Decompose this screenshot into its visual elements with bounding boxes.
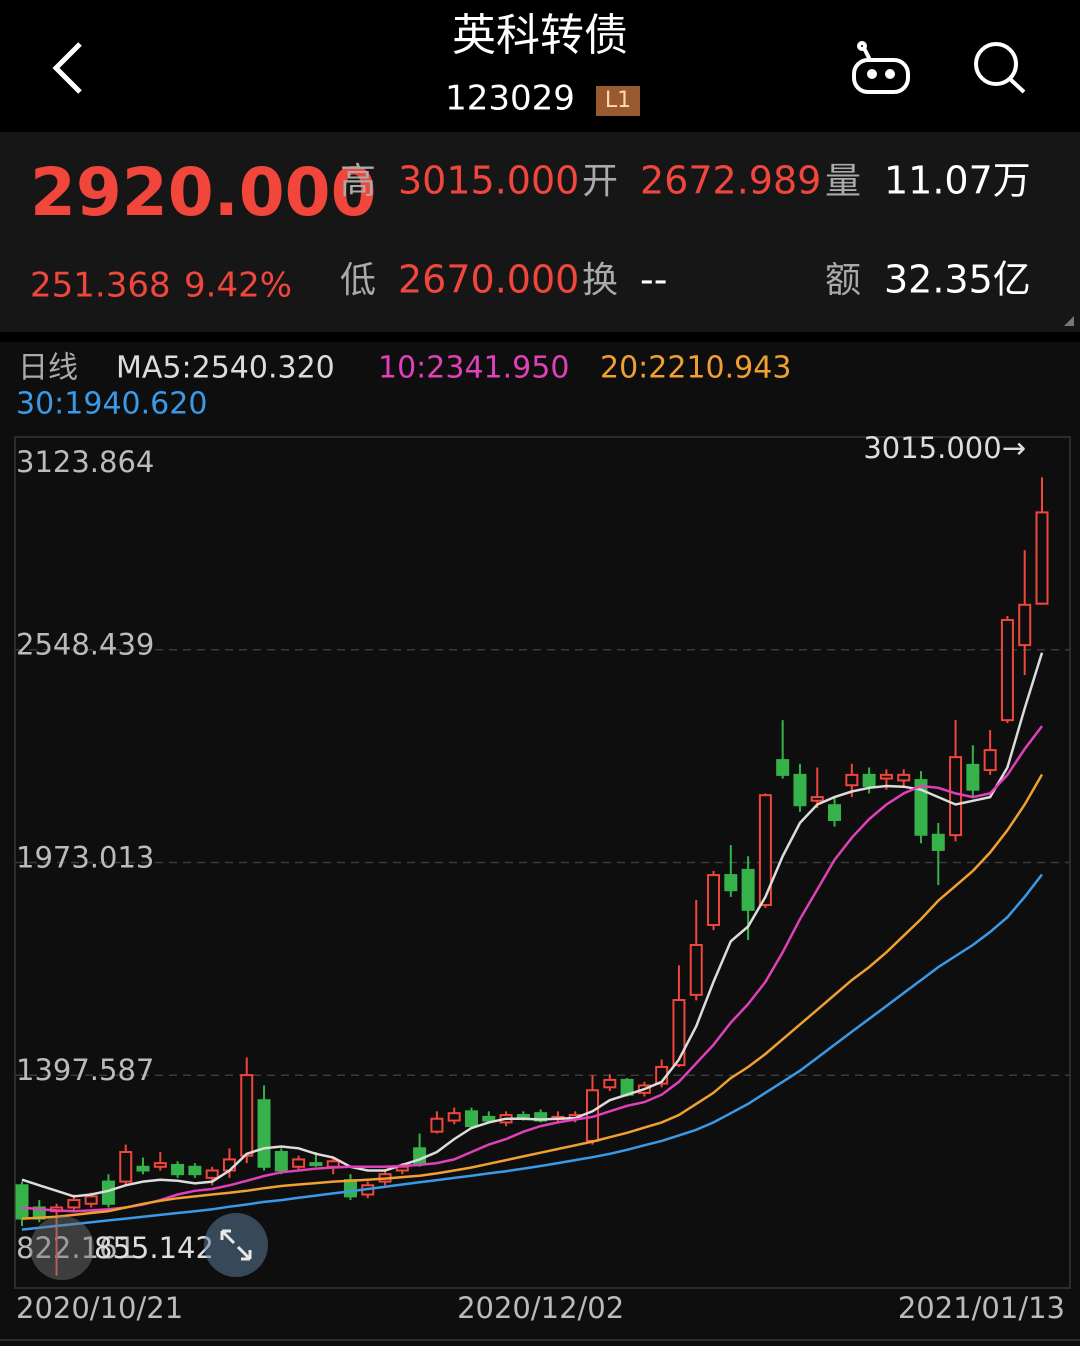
period-label: 日线 bbox=[18, 351, 78, 386]
candle-body bbox=[672, 999, 686, 1067]
chart-panel bbox=[0, 342, 1080, 1346]
candle-body bbox=[447, 1112, 461, 1122]
low-label: 855.142 bbox=[94, 1231, 214, 1265]
candle-body bbox=[603, 1078, 617, 1089]
field-value: 2670.000 bbox=[398, 258, 579, 302]
scroll-button[interactable] bbox=[30, 1216, 94, 1280]
candle-body bbox=[689, 943, 703, 996]
candle-body bbox=[707, 874, 721, 926]
y-tick-label: 2548.439 bbox=[16, 628, 154, 662]
y-tick-label: 822.161 bbox=[16, 1231, 136, 1265]
legend-entry: 10:2341.950 bbox=[378, 351, 569, 386]
candle-body bbox=[343, 1179, 357, 1198]
badge-bg bbox=[596, 86, 640, 116]
legend-entry: 30:1940.620 bbox=[16, 387, 207, 422]
price: 2920.000 bbox=[30, 154, 377, 231]
candle-body bbox=[1018, 603, 1032, 647]
candle-body bbox=[724, 874, 738, 892]
candle-body bbox=[171, 1163, 185, 1176]
candle-body bbox=[482, 1115, 496, 1122]
robot-icon[interactable] bbox=[852, 41, 910, 94]
candle-body bbox=[188, 1165, 202, 1176]
candle-body bbox=[153, 1162, 167, 1168]
candle-body bbox=[1000, 618, 1014, 722]
candle-body bbox=[879, 773, 893, 780]
high-label: 3015.000→ bbox=[863, 431, 1026, 465]
candle-body bbox=[464, 1110, 478, 1128]
candle-body bbox=[240, 1074, 254, 1157]
candle-body bbox=[949, 756, 963, 837]
candle-body bbox=[136, 1165, 150, 1172]
candle-body bbox=[67, 1199, 81, 1209]
candle-body bbox=[326, 1160, 340, 1168]
field-label: 额 bbox=[825, 260, 861, 301]
candle-body bbox=[430, 1117, 444, 1133]
expand-button[interactable] bbox=[204, 1213, 268, 1277]
y-tick-label: 1397.587 bbox=[16, 1053, 154, 1087]
field-value: 32.35亿 bbox=[884, 258, 1031, 302]
legend-entry: MA5:2540.320 bbox=[116, 351, 335, 386]
expand-icon bbox=[220, 1229, 252, 1261]
title: 英科转债 bbox=[452, 10, 628, 61]
candle-body bbox=[257, 1099, 271, 1168]
candle-body bbox=[897, 773, 911, 782]
candle-body bbox=[776, 759, 790, 776]
change: 251.368 bbox=[30, 266, 171, 306]
candle-body bbox=[983, 749, 997, 772]
quote-panel bbox=[0, 132, 1080, 332]
field-label: 开 bbox=[582, 161, 618, 202]
candle-body bbox=[810, 796, 824, 802]
search-icon[interactable] bbox=[974, 42, 1026, 94]
candle-body bbox=[931, 833, 945, 851]
x-tick-label: 2020/12/02 bbox=[457, 1291, 624, 1325]
candle-body bbox=[862, 773, 876, 787]
candle-body bbox=[119, 1151, 133, 1183]
candle-body bbox=[292, 1158, 306, 1168]
back-button[interactable] bbox=[52, 42, 82, 94]
candle-body bbox=[845, 773, 859, 787]
field-value: 3015.000 bbox=[398, 159, 579, 203]
ma-line bbox=[21, 652, 1044, 1198]
field-label: 高 bbox=[340, 161, 376, 202]
field-value: 2672.989 bbox=[640, 159, 821, 203]
x-tick-label: 2021/01/13 bbox=[898, 1291, 1065, 1325]
ma-line bbox=[21, 725, 1043, 1213]
candle-body bbox=[205, 1169, 219, 1179]
candle-body bbox=[274, 1151, 288, 1172]
candle-body bbox=[84, 1195, 98, 1205]
field-label: 量 bbox=[825, 161, 861, 202]
corner-mark bbox=[1064, 316, 1074, 326]
y-tick-label: 1973.013 bbox=[16, 840, 154, 874]
ma-line bbox=[21, 773, 1044, 1220]
x-tick-label: 2020/10/21 bbox=[16, 1291, 183, 1325]
candle-body bbox=[1035, 511, 1049, 605]
candle-body bbox=[758, 794, 772, 907]
field-value: -- bbox=[640, 258, 667, 302]
candle-body bbox=[741, 868, 755, 911]
candle-body bbox=[15, 1184, 29, 1220]
field-label: 换 bbox=[582, 260, 618, 301]
ma-line bbox=[21, 873, 1043, 1231]
candle-body bbox=[793, 773, 807, 807]
field-value: 11.07万 bbox=[884, 159, 1031, 203]
code: 123029 bbox=[445, 79, 575, 119]
legend-entry: 20:2210.943 bbox=[600, 351, 791, 386]
candle-body bbox=[309, 1162, 323, 1167]
field-label: 低 bbox=[340, 260, 376, 301]
candle-body bbox=[966, 763, 980, 791]
y-tick-label: 3123.864 bbox=[16, 445, 154, 479]
badge: L1 bbox=[605, 88, 631, 113]
change-pct: 9.42% bbox=[184, 266, 292, 306]
candle-body bbox=[914, 779, 928, 836]
candle-body bbox=[828, 804, 842, 821]
